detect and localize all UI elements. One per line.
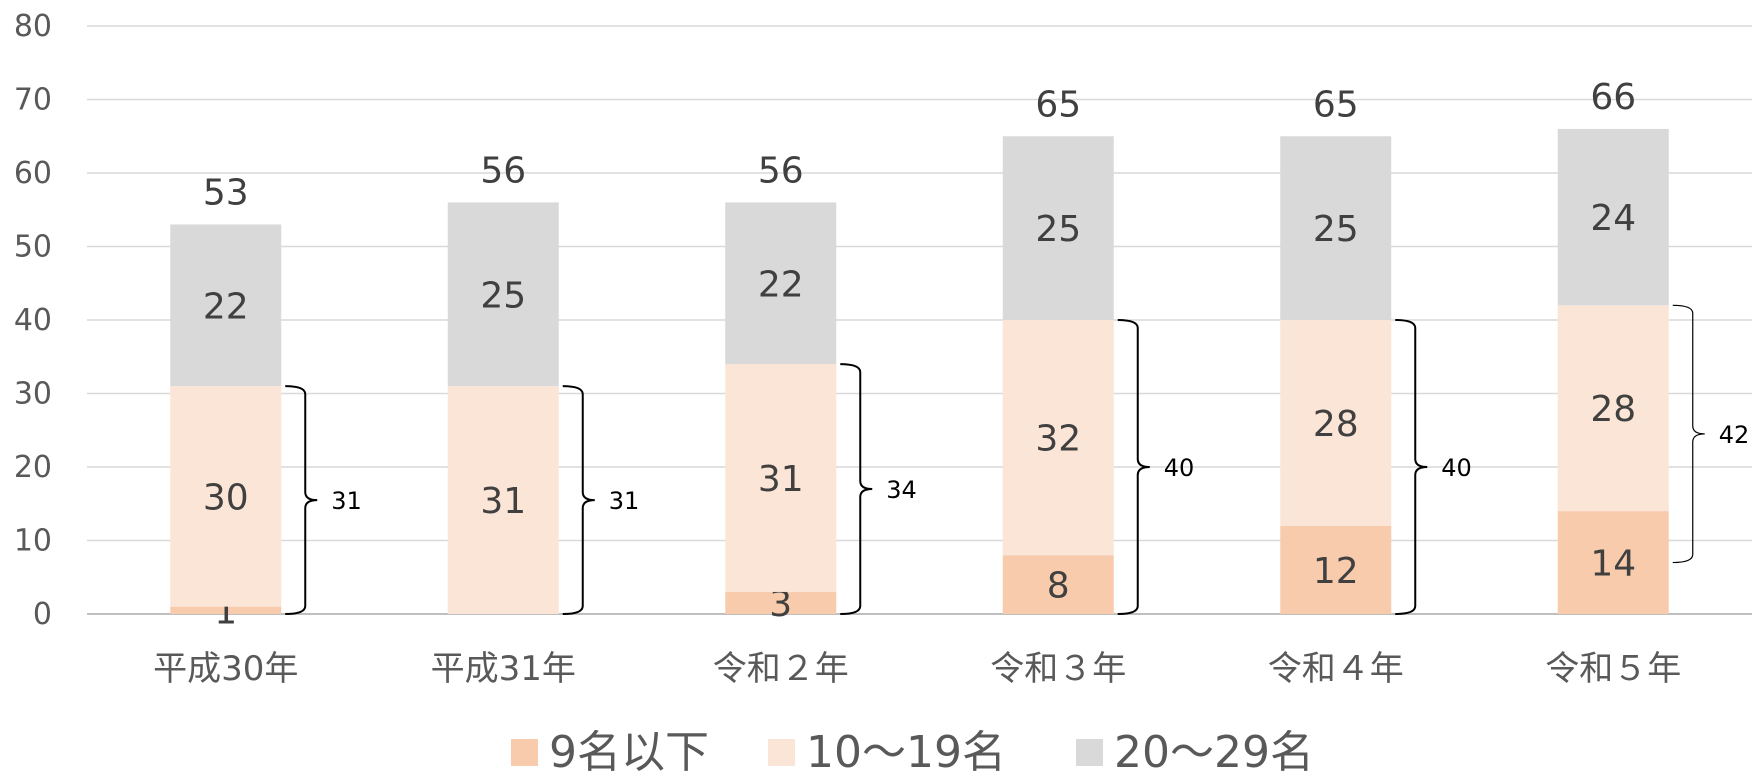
y-tick-label: 50 xyxy=(14,230,52,265)
y-tick-label: 60 xyxy=(14,156,52,191)
y-tick-label: 20 xyxy=(14,450,52,485)
data-label: 30 xyxy=(203,477,249,518)
data-label: 32 xyxy=(1035,419,1081,460)
x-tick-label: 令和３年 xyxy=(990,649,1126,689)
bar-segment xyxy=(1557,128,1669,306)
x-tick-label: 令和５年 xyxy=(1545,649,1681,689)
bar-segment xyxy=(1002,320,1114,556)
brace-label: 31 xyxy=(609,487,640,515)
brace xyxy=(562,385,595,615)
bar-segment xyxy=(447,386,559,614)
total-label: 56 xyxy=(758,150,804,191)
brackets: 31 31 34 40 40 42 xyxy=(285,304,1750,615)
y-tick-label: 40 xyxy=(14,303,52,338)
bar-segment xyxy=(1002,136,1114,320)
bar-segment xyxy=(170,386,282,607)
brace xyxy=(1395,319,1428,615)
total-label: 66 xyxy=(1590,77,1636,118)
bars: 1302253312556331225683225651228256514282… xyxy=(170,77,1669,632)
bar-segment xyxy=(1280,525,1392,614)
legend-swatch xyxy=(768,739,795,766)
total-label: 65 xyxy=(1313,84,1359,125)
legend-swatch xyxy=(1076,739,1103,766)
brace xyxy=(1672,304,1705,564)
brace-label: 42 xyxy=(1719,421,1750,449)
data-label: 8 xyxy=(1047,566,1070,607)
y-axis: 0 10 20 30 40 50 60 70 80 xyxy=(14,9,52,632)
brace-label: 34 xyxy=(886,476,917,504)
data-label: 25 xyxy=(1313,209,1359,250)
total-label: 53 xyxy=(203,172,249,213)
y-tick-label: 80 xyxy=(14,9,52,44)
data-label: 31 xyxy=(480,481,526,522)
data-label: 12 xyxy=(1313,551,1359,592)
brace-label: 40 xyxy=(1441,454,1472,482)
legend-label: 9名以下 xyxy=(549,727,709,772)
bar-segment xyxy=(170,224,282,387)
data-label: 25 xyxy=(1035,209,1081,250)
bar-segment xyxy=(170,606,282,614)
data-label: 24 xyxy=(1590,198,1636,239)
bar-segment xyxy=(1280,320,1392,526)
y-tick-label: 0 xyxy=(33,597,52,632)
bar-segment xyxy=(1557,511,1669,614)
bar-segment xyxy=(1002,555,1114,614)
data-label: 28 xyxy=(1313,404,1359,445)
bar-segment xyxy=(447,202,559,387)
bar-segment xyxy=(1557,305,1669,512)
x-tick-label: 令和４年 xyxy=(1268,649,1404,689)
x-tick-label: 平成31年 xyxy=(431,649,576,689)
legend-label: 10〜19名 xyxy=(806,727,1006,772)
bar-segment xyxy=(725,202,837,365)
data-label: 22 xyxy=(758,264,804,305)
data-label: 31 xyxy=(758,459,804,500)
brace-label: 40 xyxy=(1164,454,1195,482)
data-label: 28 xyxy=(1590,389,1636,430)
data-label: 3 xyxy=(769,584,792,625)
data-label: 22 xyxy=(203,286,249,327)
brace xyxy=(840,363,873,615)
brace-label: 31 xyxy=(331,487,362,515)
x-tick-label: 平成30年 xyxy=(153,649,298,689)
x-axis: 平成30年 平成31年 令和２年 令和３年 令和４年 令和５年 xyxy=(153,649,1681,689)
y-tick-label: 30 xyxy=(14,377,52,412)
data-label: 25 xyxy=(480,275,526,316)
gridlines xyxy=(87,25,1752,615)
total-label: 56 xyxy=(480,150,526,191)
legend-label: 20〜29名 xyxy=(1114,727,1314,772)
legend-swatch xyxy=(511,739,538,766)
data-label: 14 xyxy=(1590,544,1636,585)
brace xyxy=(1117,319,1150,615)
bar-segment xyxy=(725,591,837,614)
y-tick-label: 70 xyxy=(14,83,52,118)
x-tick-label: 令和２年 xyxy=(713,649,849,689)
total-label: 65 xyxy=(1035,84,1081,125)
bar-segment xyxy=(725,364,837,592)
legend: 9名以下 10〜19名 20〜29名 xyxy=(511,727,1314,772)
bar-segment xyxy=(1280,136,1392,320)
y-tick-label: 10 xyxy=(14,524,52,559)
brace xyxy=(285,385,318,615)
